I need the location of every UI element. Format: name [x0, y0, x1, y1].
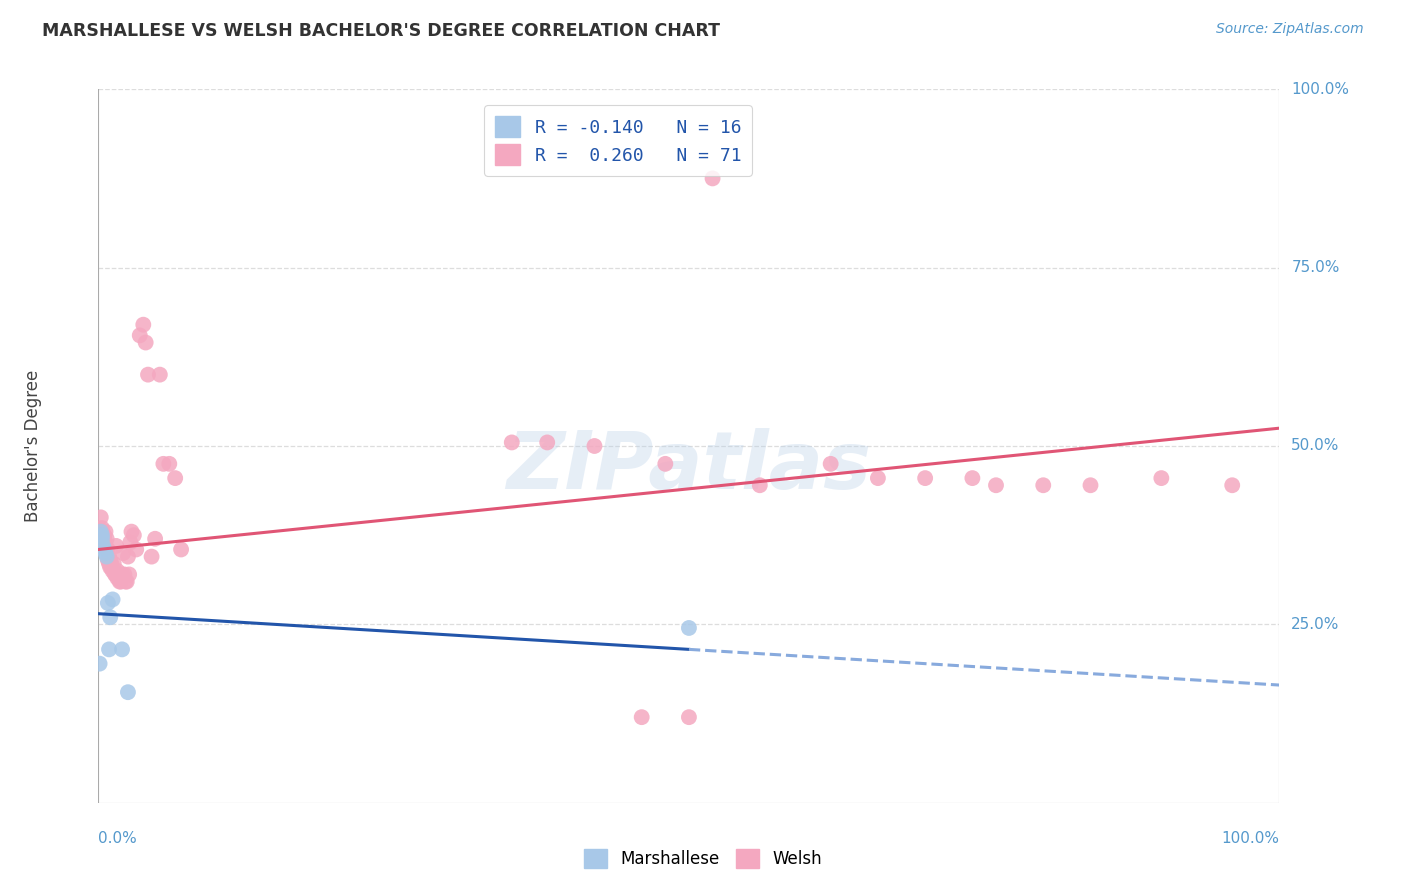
Point: [820, 457, 842, 471]
Point: [101, 592, 124, 607]
Point: [89, 524, 111, 539]
Point: [91, 532, 114, 546]
Point: [501, 435, 523, 450]
Point: [117, 685, 139, 699]
Point: [91, 539, 114, 553]
Point: [112, 546, 135, 560]
Point: [141, 549, 163, 564]
Point: [97, 596, 120, 610]
Point: [93, 542, 115, 557]
Point: [962, 471, 984, 485]
Point: [170, 542, 193, 557]
Point: [866, 471, 889, 485]
Point: [112, 567, 135, 582]
Point: [108, 574, 131, 589]
Point: [90, 528, 112, 542]
Point: [97, 542, 120, 557]
Text: Source: ZipAtlas.com: Source: ZipAtlas.com: [1216, 22, 1364, 37]
Point: [748, 478, 770, 492]
Point: [90, 510, 112, 524]
Point: [108, 567, 131, 582]
Point: [157, 457, 180, 471]
Point: [94, 539, 117, 553]
Point: [98, 610, 121, 624]
Point: [104, 567, 127, 582]
Point: [105, 564, 128, 578]
Point: [1150, 471, 1173, 485]
Point: [110, 574, 132, 589]
Point: [111, 642, 134, 657]
Point: [914, 471, 936, 485]
Point: [678, 710, 700, 724]
Point: [96, 532, 118, 546]
Point: [115, 574, 138, 589]
Point: [97, 553, 120, 567]
Point: [105, 567, 128, 582]
Point: [984, 478, 1007, 492]
Point: [120, 535, 142, 549]
Point: [91, 532, 114, 546]
Point: [96, 549, 118, 564]
Point: [122, 528, 145, 542]
Point: [94, 546, 117, 560]
Point: [91, 528, 114, 542]
Point: [118, 567, 141, 582]
Text: ZIPatlas: ZIPatlas: [506, 428, 872, 507]
Point: [94, 524, 117, 539]
Point: [91, 528, 114, 542]
Point: [132, 318, 155, 332]
Point: [125, 542, 148, 557]
Legend: R = -0.140   N = 16, R =  0.260   N = 71: R = -0.140 N = 16, R = 0.260 N = 71: [484, 105, 752, 176]
Text: 0.0%: 0.0%: [98, 831, 138, 847]
Point: [111, 567, 134, 582]
Point: [93, 528, 115, 542]
Point: [630, 710, 652, 724]
Point: [143, 532, 166, 546]
Point: [93, 532, 115, 546]
Text: MARSHALLESE VS WELSH BACHELOR'S DEGREE CORRELATION CHART: MARSHALLESE VS WELSH BACHELOR'S DEGREE C…: [42, 22, 720, 40]
Point: [96, 542, 118, 557]
Point: [654, 457, 676, 471]
Point: [98, 549, 121, 564]
Point: [91, 521, 114, 535]
Point: [121, 524, 143, 539]
Text: Bachelor's Degree: Bachelor's Degree: [24, 370, 42, 522]
Text: 50.0%: 50.0%: [1291, 439, 1340, 453]
Point: [98, 560, 121, 574]
Point: [678, 621, 700, 635]
Point: [152, 457, 174, 471]
Text: 25.0%: 25.0%: [1291, 617, 1340, 632]
Point: [111, 571, 134, 585]
Text: 100.0%: 100.0%: [1222, 831, 1279, 847]
Point: [101, 564, 124, 578]
Point: [1080, 478, 1102, 492]
Point: [135, 335, 157, 350]
Point: [107, 567, 129, 582]
Legend: Marshallese, Welsh: Marshallese, Welsh: [576, 842, 830, 875]
Point: [105, 571, 128, 585]
Point: [105, 539, 128, 553]
Point: [1220, 478, 1243, 492]
Point: [90, 524, 112, 539]
Point: [136, 368, 159, 382]
Point: [98, 553, 121, 567]
Point: [583, 439, 606, 453]
Point: [103, 557, 125, 571]
Point: [1032, 478, 1054, 492]
Point: [91, 528, 114, 542]
Text: 75.0%: 75.0%: [1291, 260, 1340, 275]
Point: [149, 368, 172, 382]
Point: [114, 574, 136, 589]
Point: [100, 560, 122, 574]
Point: [165, 471, 187, 485]
Point: [536, 435, 558, 450]
Point: [702, 171, 724, 186]
Point: [98, 642, 121, 657]
Point: [117, 549, 139, 564]
Point: [89, 657, 111, 671]
Point: [128, 328, 150, 343]
Text: 100.0%: 100.0%: [1291, 82, 1350, 96]
Point: [100, 557, 122, 571]
Point: [98, 557, 121, 571]
